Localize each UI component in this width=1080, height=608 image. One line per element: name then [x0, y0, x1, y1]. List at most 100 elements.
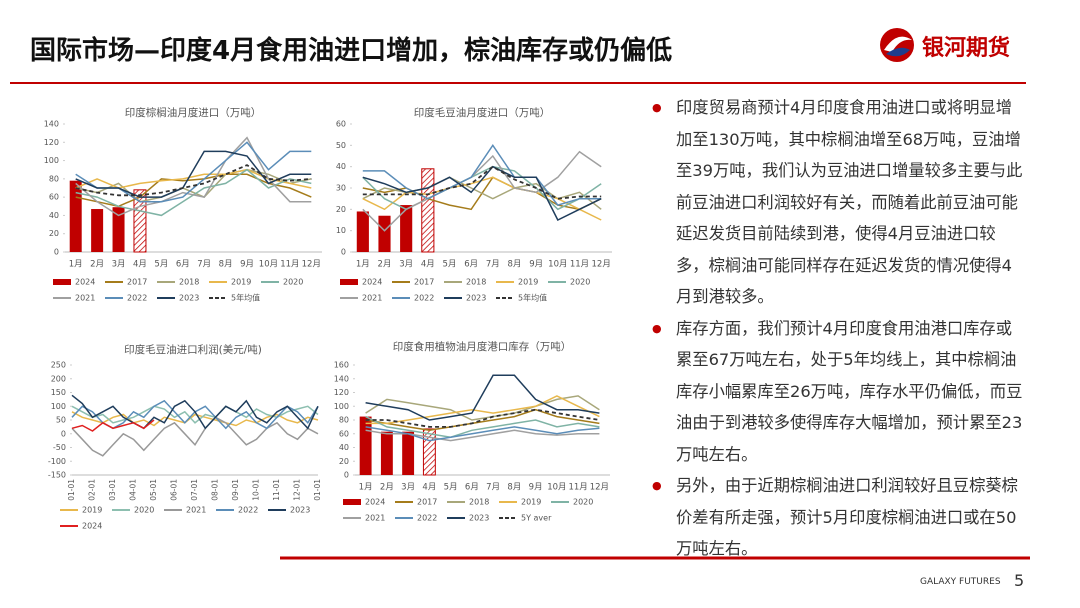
y-tick-label: 140 — [44, 120, 59, 129]
y-tick-label: 50 — [56, 416, 66, 425]
x-tick-label: 5月 — [154, 260, 168, 270]
x-tick-label: 04-01 — [129, 479, 138, 501]
legend-label: 2021 — [75, 294, 95, 303]
bar — [356, 211, 369, 252]
line-series — [362, 165, 602, 222]
x-tick-label: 4月 — [421, 260, 435, 270]
legend-label: 2024 — [365, 498, 385, 507]
legend-label: 2024 — [82, 522, 102, 531]
legend-swatch — [53, 279, 71, 285]
line-series — [71, 419, 155, 432]
y-tick-label: 30 — [336, 184, 346, 193]
legend-swatch — [340, 279, 358, 285]
bar — [421, 168, 435, 253]
bullet: 另外，由于近期棕榈油进口利润较好且豆棕葵棕价差有所走强，预计5月印度棕榈油进口或… — [650, 470, 1025, 565]
x-tick-label: 7月 — [197, 260, 211, 270]
x-tick-label: 05-01 — [149, 479, 158, 501]
y-tick-label: 200 — [51, 374, 66, 383]
bar — [380, 431, 393, 475]
x-tick-label: 11月 — [570, 260, 589, 270]
legend-label: 2017 — [127, 278, 147, 287]
line-series — [365, 395, 600, 421]
line-series — [71, 416, 319, 457]
x-tick-label: 10月 — [548, 260, 567, 270]
x-tick-label: 6月 — [465, 483, 479, 493]
y-tick-label: 0 — [341, 248, 346, 257]
legend-label: 2021 — [362, 294, 382, 303]
y-tick-label: 0 — [61, 429, 66, 438]
y-tick-label: 40 — [339, 443, 349, 452]
line-series — [362, 165, 602, 211]
y-tick-label: 250 — [51, 361, 66, 370]
x-tick-label: 12月 — [592, 260, 611, 270]
x-tick-label: 11月 — [280, 260, 299, 270]
x-tick-label: 8月 — [219, 260, 233, 270]
legend-label: 2022 — [238, 506, 258, 515]
x-tick-label: 11-01 — [272, 479, 281, 501]
line-series — [365, 408, 600, 432]
legend-label: 2018 — [179, 278, 199, 287]
y-tick-label: 60 — [49, 193, 59, 202]
legend-label: 2019 — [231, 278, 251, 287]
x-tick-label: 2月 — [90, 260, 104, 270]
legend-label: 2021 — [186, 506, 206, 515]
line-series — [362, 150, 602, 232]
y-tick-label: 100 — [44, 156, 59, 165]
x-tick-label: 4月 — [422, 483, 436, 493]
logo-swoosh — [886, 47, 910, 57]
bar — [402, 431, 415, 475]
bar — [378, 215, 391, 252]
x-tick-label: 10月 — [547, 483, 566, 493]
legend-label: 2017 — [414, 278, 434, 287]
x-tick-label: 10月 — [259, 260, 278, 270]
bar — [400, 205, 413, 252]
x-tick-label: 9月 — [529, 260, 543, 270]
bar — [133, 189, 147, 253]
legend-swatch — [343, 499, 361, 505]
bullet: 库存方面，我们预计4月印度食用油港口库存或累至67万吨左右，处于5年均线上，其中… — [650, 313, 1025, 471]
y-tick-label: 20 — [336, 205, 346, 214]
line-series — [365, 415, 600, 438]
x-tick-label: 10-01 — [252, 479, 261, 501]
legend-label: 2024 — [362, 278, 382, 287]
line-series — [75, 164, 312, 197]
chart-title: 印度食用植物油月度港口库存（万吨） — [393, 340, 572, 353]
x-tick-label: 07-01 — [190, 479, 199, 501]
y-tick-label: -150 — [48, 471, 66, 480]
x-tick-label: 8月 — [508, 260, 522, 270]
y-tick-label: 40 — [336, 162, 346, 171]
legend-label: 2024 — [75, 278, 95, 287]
y-tick-label: 140 — [334, 374, 349, 383]
y-tick-label: 0 — [54, 248, 59, 257]
x-tick-label: 7月 — [486, 260, 500, 270]
x-tick-label: 2月 — [378, 260, 392, 270]
x-tick-label: 8月 — [507, 483, 521, 493]
line-series — [365, 426, 600, 442]
legend-label: 2023 — [469, 514, 489, 523]
x-tick-label: 12月 — [302, 260, 321, 270]
bar — [422, 428, 436, 476]
line-series — [75, 173, 312, 208]
chart-title: 印度毛豆油进口利润(美元/吨) — [124, 343, 262, 356]
legend-label: 2018 — [466, 278, 486, 287]
x-tick-label: 02-01 — [88, 479, 97, 501]
x-tick-label: 1月 — [359, 483, 373, 493]
y-tick-label: -50 — [53, 443, 66, 452]
x-tick-label: 2月 — [380, 483, 394, 493]
y-tick-label: 60 — [336, 120, 346, 129]
y-tick-label: 160 — [334, 361, 349, 370]
x-tick-label: 3月 — [401, 483, 415, 493]
x-tick-label: 6月 — [464, 260, 478, 270]
line-series — [365, 374, 600, 421]
y-tick-label: 120 — [334, 388, 349, 397]
line-series — [362, 143, 602, 206]
line-series — [365, 408, 600, 428]
y-tick-label: 0 — [344, 471, 349, 480]
x-tick-label: 12月 — [590, 483, 609, 493]
legend-label: 2020 — [570, 278, 590, 287]
x-tick-label: 3月 — [112, 260, 126, 270]
slide-title: 国际市场—印度4月食用油进口增加，棕油库存或仍偏低 — [30, 36, 673, 66]
y-tick-label: 20 — [49, 229, 59, 238]
